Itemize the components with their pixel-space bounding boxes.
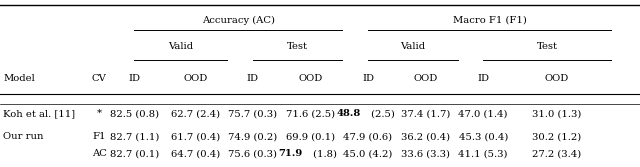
Text: ID: ID [362, 74, 374, 83]
Text: 36.2 (0.4): 36.2 (0.4) [401, 132, 450, 141]
Text: 48.8: 48.8 [336, 109, 360, 118]
Text: 75.6 (0.3): 75.6 (0.3) [228, 149, 277, 158]
Text: 47.9 (0.6): 47.9 (0.6) [344, 132, 392, 141]
Text: ID: ID [247, 74, 259, 83]
Text: CV: CV [92, 74, 107, 83]
Text: OOD: OOD [183, 74, 207, 83]
Text: 41.1 (5.3): 41.1 (5.3) [458, 149, 508, 158]
Text: ID: ID [129, 74, 140, 83]
Text: 45.3 (0.4): 45.3 (0.4) [458, 132, 508, 141]
Text: OOD: OOD [413, 74, 438, 83]
Text: 33.6 (3.3): 33.6 (3.3) [401, 149, 450, 158]
Text: 61.7 (0.4): 61.7 (0.4) [171, 132, 220, 141]
Text: OOD: OOD [545, 74, 569, 83]
Text: OOD: OOD [298, 74, 323, 83]
Text: Accuracy (AC): Accuracy (AC) [202, 16, 275, 25]
Text: *: * [97, 109, 102, 118]
Text: Macro F1 (F1): Macro F1 (F1) [452, 16, 527, 25]
Text: 82.5 (0.8): 82.5 (0.8) [110, 109, 159, 118]
Text: 27.2 (3.4): 27.2 (3.4) [532, 149, 581, 158]
Text: 69.9 (0.1): 69.9 (0.1) [286, 132, 335, 141]
Text: 62.7 (2.4): 62.7 (2.4) [171, 109, 220, 118]
Text: 31.0 (1.3): 31.0 (1.3) [532, 109, 582, 118]
Text: 37.4 (1.7): 37.4 (1.7) [401, 109, 451, 118]
Text: 75.7 (0.3): 75.7 (0.3) [228, 109, 277, 118]
Text: 71.9 (1.8): 71.9 (1.8) [283, 149, 338, 158]
Text: 71.9 (1.8): 71.9 (1.8) [285, 149, 335, 158]
Text: 30.2 (1.2): 30.2 (1.2) [532, 132, 581, 141]
Text: 82.7 (0.1): 82.7 (0.1) [110, 149, 159, 158]
Text: (1.8): (1.8) [310, 149, 337, 158]
Text: 48.8 (2.5): 48.8 (2.5) [344, 109, 392, 118]
Text: Model: Model [3, 74, 35, 83]
Text: Koh et al. [11]: Koh et al. [11] [3, 109, 76, 118]
Text: Valid: Valid [168, 42, 193, 51]
Text: (2.5): (2.5) [367, 109, 394, 118]
Text: Test: Test [537, 42, 557, 51]
Text: F1: F1 [92, 132, 106, 141]
Text: 74.9 (0.2): 74.9 (0.2) [228, 132, 277, 141]
Text: 82.7 (1.1): 82.7 (1.1) [109, 132, 159, 141]
Text: Test: Test [287, 42, 308, 51]
Text: 47.0 (1.4): 47.0 (1.4) [458, 109, 508, 118]
Text: Our run: Our run [3, 132, 44, 141]
Text: AC: AC [92, 149, 107, 158]
Text: 71.9: 71.9 [278, 149, 303, 158]
Text: ID: ID [477, 74, 489, 83]
Text: Valid: Valid [400, 42, 426, 51]
Text: 71.6 (2.5): 71.6 (2.5) [286, 109, 335, 118]
Text: 64.7 (0.4): 64.7 (0.4) [171, 149, 220, 158]
Text: 48.8 (2.5): 48.8 (2.5) [340, 109, 396, 118]
Text: 45.0 (4.2): 45.0 (4.2) [343, 149, 393, 158]
